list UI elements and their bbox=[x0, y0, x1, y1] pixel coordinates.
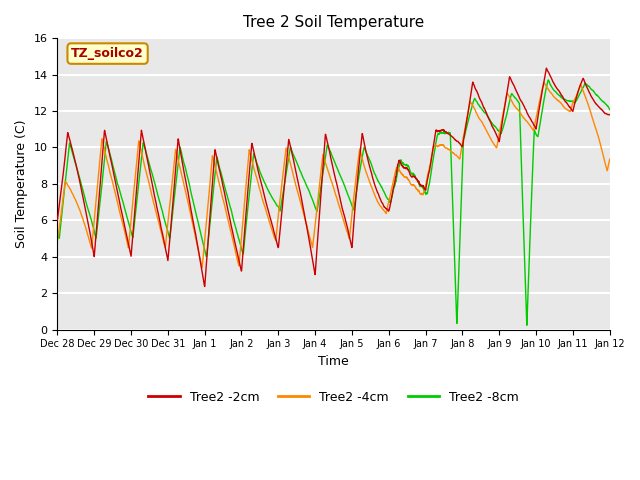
Tree2 -8cm bbox=[403, 163, 411, 168]
Tree2 -4cm bbox=[439, 142, 447, 148]
Line: Tree2 -8cm: Tree2 -8cm bbox=[58, 80, 610, 325]
Tree2 -4cm bbox=[54, 238, 61, 244]
Tree2 -2cm bbox=[439, 127, 447, 132]
Tree2 -2cm bbox=[404, 167, 412, 172]
Tree2 -2cm bbox=[468, 82, 476, 88]
Title: Tree 2 Soil Temperature: Tree 2 Soil Temperature bbox=[243, 15, 424, 30]
X-axis label: Time: Time bbox=[318, 355, 349, 368]
Tree2 -2cm bbox=[201, 284, 209, 289]
Tree2 -4cm bbox=[198, 264, 206, 270]
Tree2 -8cm bbox=[439, 130, 447, 135]
Tree2 -8cm bbox=[523, 323, 531, 328]
Tree2 -8cm bbox=[509, 92, 517, 98]
Tree2 -4cm bbox=[540, 80, 548, 85]
Tree2 -2cm bbox=[606, 112, 614, 118]
Line: Tree2 -2cm: Tree2 -2cm bbox=[58, 68, 610, 287]
Tree2 -8cm bbox=[468, 103, 476, 109]
Tree2 -4cm bbox=[468, 102, 476, 108]
Tree2 -4cm bbox=[404, 176, 412, 182]
Tree2 -4cm bbox=[606, 156, 614, 162]
Tree2 -8cm bbox=[545, 77, 552, 83]
Tree2 -8cm bbox=[439, 130, 447, 136]
Legend: Tree2 -2cm, Tree2 -4cm, Tree2 -8cm: Tree2 -2cm, Tree2 -4cm, Tree2 -8cm bbox=[143, 385, 524, 408]
Tree2 -4cm bbox=[229, 237, 237, 242]
Tree2 -2cm bbox=[54, 217, 61, 223]
Tree2 -2cm bbox=[439, 127, 447, 133]
Line: Tree2 -4cm: Tree2 -4cm bbox=[58, 83, 610, 267]
Tree2 -2cm bbox=[543, 65, 550, 71]
Text: TZ_soilco2: TZ_soilco2 bbox=[71, 47, 144, 60]
Y-axis label: Soil Temperature (C): Soil Temperature (C) bbox=[15, 120, 28, 248]
Tree2 -8cm bbox=[228, 213, 236, 219]
Tree2 -4cm bbox=[509, 101, 517, 107]
Tree2 -8cm bbox=[606, 107, 614, 112]
Tree2 -8cm bbox=[54, 229, 61, 235]
Tree2 -2cm bbox=[229, 229, 237, 235]
Tree2 -4cm bbox=[439, 143, 447, 148]
Tree2 -2cm bbox=[509, 81, 517, 87]
